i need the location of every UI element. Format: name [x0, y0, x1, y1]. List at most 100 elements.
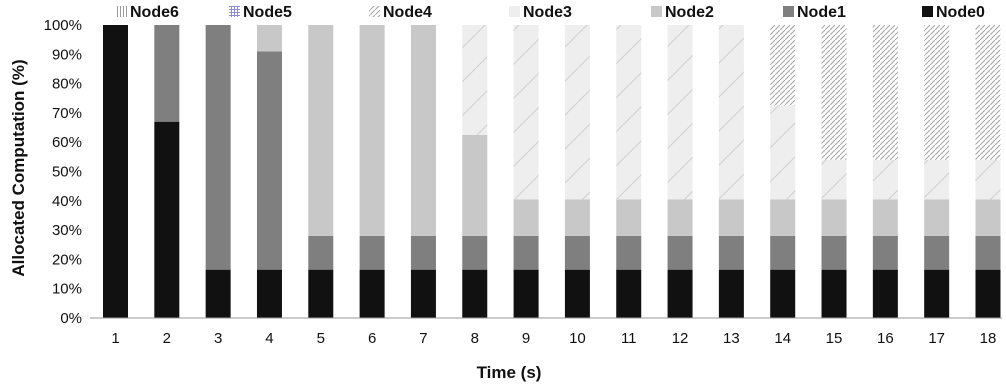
- bar-segment-node0-t9: [513, 269, 539, 318]
- bar-segment-node2-t8: [462, 134, 488, 236]
- bar-segment-node2-t12: [667, 199, 693, 236]
- y-tick-label: 50%: [52, 164, 82, 181]
- x-tick-label: 6: [368, 330, 376, 347]
- x-tick-label: 10: [569, 330, 586, 347]
- x-tick-label: 8: [471, 330, 479, 347]
- bar-segment-node1-t14: [770, 235, 796, 270]
- y-tick-label: 10%: [52, 281, 82, 298]
- bar-segment-node2-t9: [513, 199, 539, 236]
- bar-segment-node0-t2: [154, 121, 180, 318]
- bar-segment-node1-t8: [462, 235, 488, 270]
- x-axis: 1 2 3 4 5 6 7 8 9 10 11 12 13 14 15 16 17 18: [90, 317, 1002, 347]
- legend-swatch-node1: [783, 6, 794, 17]
- bar-segment-node2-t15: [821, 199, 847, 236]
- bar-segment-node0-t7: [410, 269, 436, 318]
- x-tick-label: 14: [774, 330, 791, 347]
- legend-label-node0: Node0: [936, 4, 985, 21]
- bar-segment-node1-t15: [821, 235, 847, 270]
- bar-segment-node0-t18: [975, 269, 1001, 318]
- x-axis-title: Time (s): [477, 363, 542, 382]
- x-tick-label: 2: [163, 330, 171, 347]
- legend-swatch-node0: [922, 6, 933, 17]
- bar-segment-node2-t14: [770, 199, 796, 236]
- bar-segment-node1-t2: [154, 25, 180, 122]
- bar-segment-node2-t4: [256, 25, 282, 52]
- bar-segment-node0-t8: [462, 269, 488, 318]
- y-tick-label: 70%: [52, 105, 82, 122]
- bar-segment-node4-t18: [975, 25, 1001, 160]
- bar-segment-node2-t10: [564, 199, 590, 236]
- bar-segment-node0-t11: [616, 269, 642, 318]
- bar-segment-node0-t13: [718, 269, 744, 318]
- legend-label-node1: Node1: [797, 4, 846, 21]
- legend-label-node4: Node4: [383, 4, 432, 21]
- bar-segment-node2-t6: [359, 25, 385, 236]
- bar-segment-node2-t5: [308, 25, 334, 236]
- y-axis: 0% 10% 20% 30% 40% 50% 60% 70% 80% 90% 100%: [44, 17, 82, 327]
- legend-label-node6: Node6: [130, 4, 179, 21]
- x-tick-label: 15: [826, 330, 843, 347]
- x-tick-label: 4: [265, 330, 273, 347]
- bar-segment-node3-t18: [975, 159, 1001, 200]
- bar-segment-node0-t3: [205, 269, 231, 318]
- bar-segment-node0-t12: [667, 269, 693, 318]
- legend-label-node5: Node5: [243, 4, 292, 21]
- bar-segment-node1-t16: [872, 235, 898, 270]
- legend-swatch-node4: [369, 6, 380, 17]
- bar-segment-node3-t17: [924, 159, 950, 200]
- y-tick-label: 60%: [52, 134, 82, 151]
- legend-label-node3: Node3: [523, 4, 572, 21]
- x-tick-label: 7: [419, 330, 427, 347]
- bar-segment-node2-t16: [872, 199, 898, 236]
- bar-segment-node2-t17: [924, 199, 950, 236]
- x-tick-label: 5: [317, 330, 325, 347]
- bar-segment-node0-t17: [924, 269, 950, 318]
- bar-segment-node2-t13: [718, 199, 744, 236]
- y-axis-title: Allocated Computation (%): [9, 59, 28, 276]
- bar-segment-node1-t5: [308, 235, 334, 270]
- bar-segment-node3-t11: [616, 25, 642, 200]
- bar-segment-node3-t16: [872, 159, 898, 200]
- y-tick-label: 30%: [52, 222, 82, 239]
- bar-segment-node3-t10: [564, 25, 590, 200]
- bar-segment-node1-t9: [513, 235, 539, 270]
- bar-segment-node4-t14: [770, 25, 796, 106]
- bar-segment-node4-t17: [924, 25, 950, 160]
- bar-segment-node3-t15: [821, 159, 847, 200]
- legend-swatch-node5: [229, 6, 240, 17]
- bar-segment-node2-t18: [975, 199, 1001, 236]
- bar-segment-node0-t6: [359, 269, 385, 318]
- bar-segment-node0-t15: [821, 269, 847, 318]
- bar-segment-node0-t5: [308, 269, 334, 318]
- bar-segment-node1-t3: [205, 25, 231, 270]
- y-tick-label: 90%: [52, 46, 82, 63]
- x-tick-label: 12: [672, 330, 689, 347]
- bar-segment-node2-t11: [616, 199, 642, 236]
- bar-segment-node1-t18: [975, 235, 1001, 270]
- bar-segment-node3-t9: [513, 25, 539, 200]
- x-tick-label: 18: [980, 330, 997, 347]
- y-tick-label: 20%: [52, 251, 82, 268]
- bar-segment-node0-t16: [872, 269, 898, 318]
- bar-segment-node2-t7: [410, 25, 436, 236]
- bar-segment-node1-t12: [667, 235, 693, 270]
- bars: [103, 25, 1001, 318]
- bar-segment-node3-t14: [770, 105, 796, 200]
- bar-segment-node1-t6: [359, 235, 385, 270]
- bar-segment-node1-t4: [256, 51, 282, 270]
- bar-segment-node4-t16: [872, 25, 898, 160]
- bar-segment-node0-t4: [256, 269, 282, 318]
- bar-segment-node1-t11: [616, 235, 642, 270]
- bar-segment-node1-t7: [410, 235, 436, 270]
- bar-segment-node3-t12: [667, 25, 693, 200]
- x-tick-label: 17: [928, 330, 945, 347]
- bar-segment-node3-t8: [462, 25, 488, 135]
- y-tick-label: 80%: [52, 76, 82, 93]
- legend-label-node2: Node2: [665, 4, 714, 21]
- legend-swatch-node2: [651, 6, 662, 17]
- bar-segment-node1-t13: [718, 235, 744, 270]
- bar-segment-node4-t15: [821, 25, 847, 160]
- legend: Node6 Node5 Node4 Node3 Node2 Node1 Node0: [116, 4, 985, 21]
- bar-segment-node3-t13: [718, 25, 744, 200]
